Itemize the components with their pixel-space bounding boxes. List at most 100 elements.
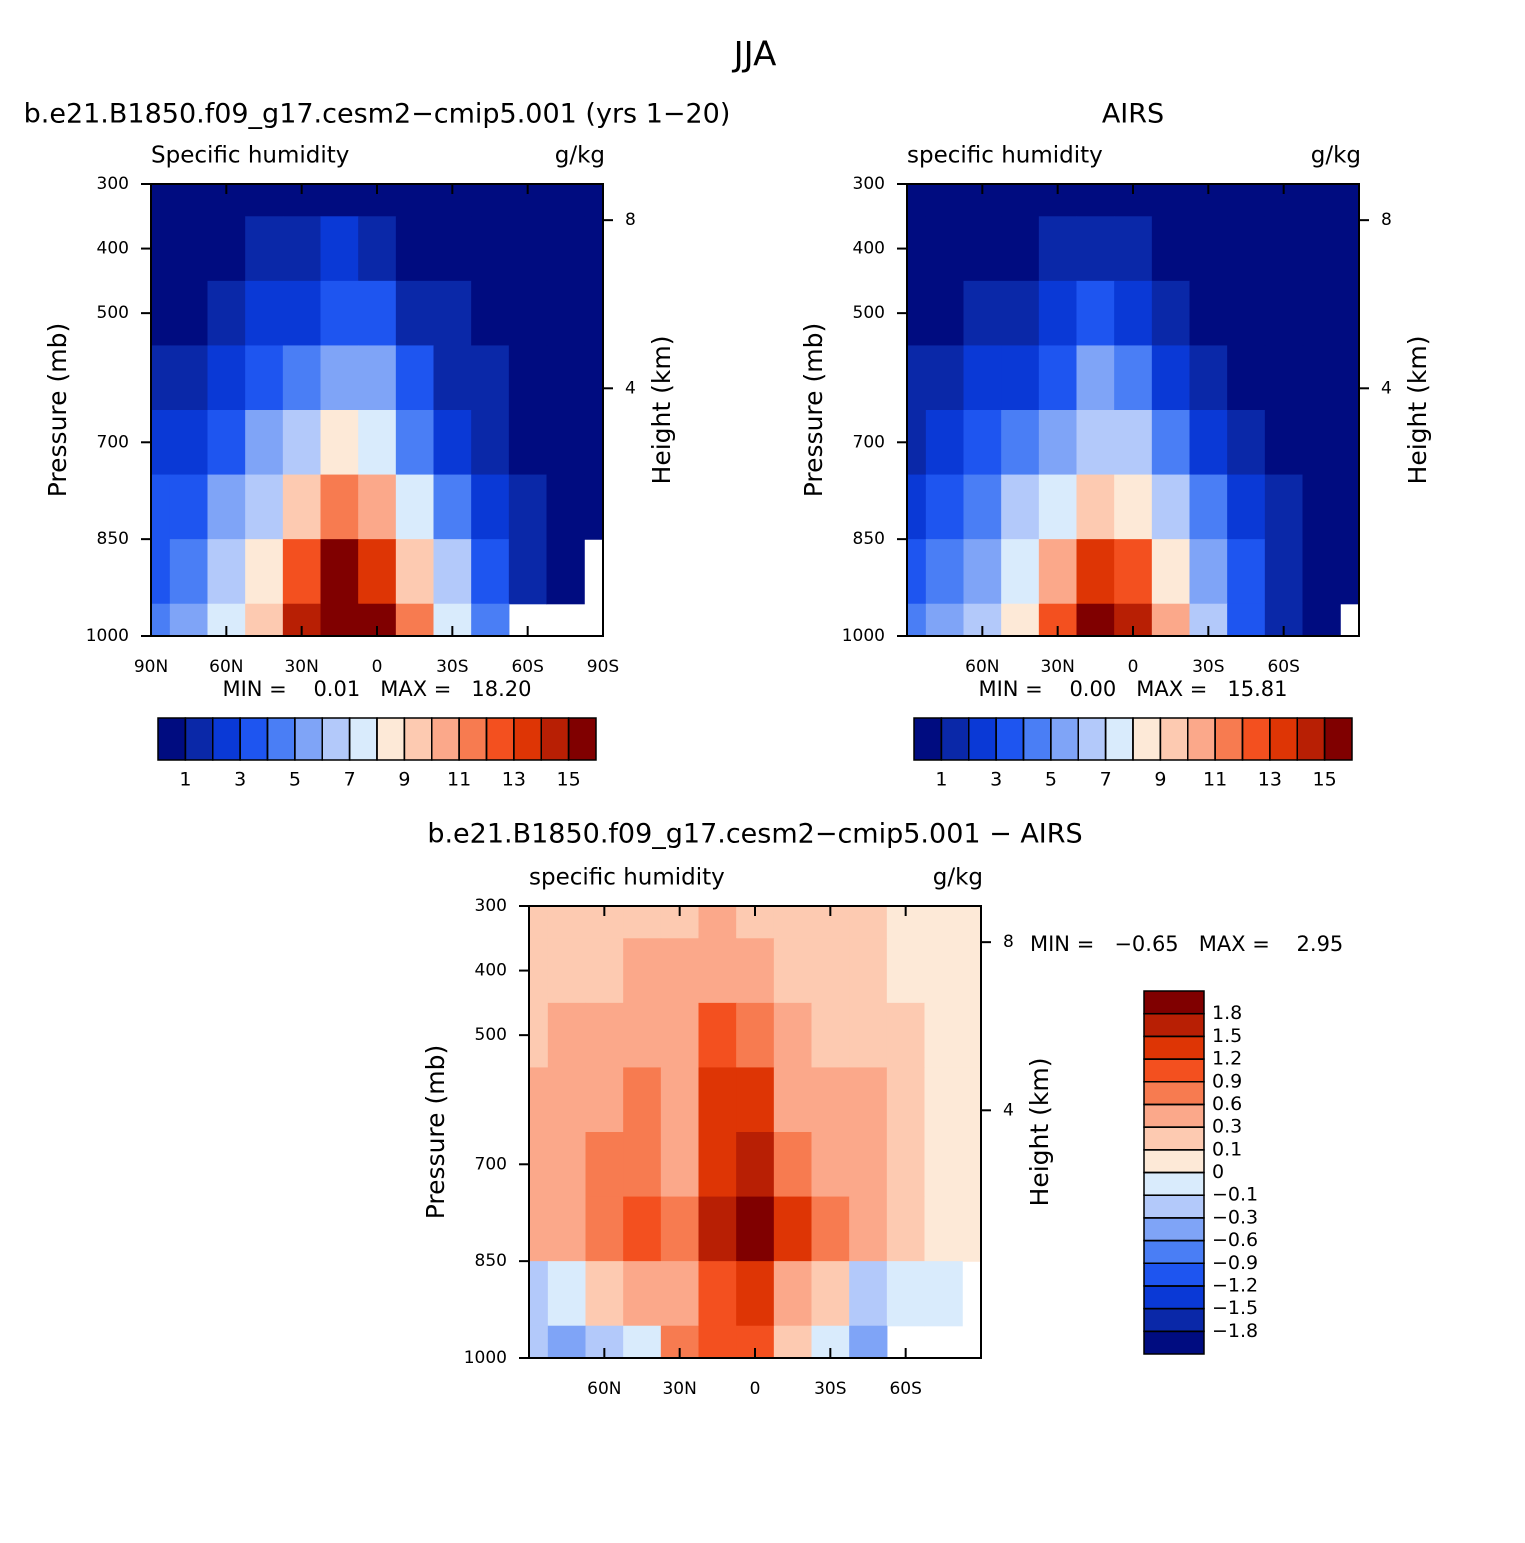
colorbar-label: 1.8 [1212,1002,1242,1024]
colorbar-box [1050,717,1079,761]
contour-cell [529,938,549,1004]
contour-cell [1340,280,1360,347]
colorbar-box [348,717,378,761]
contour-cell [1001,216,1040,282]
contour-cell [584,184,604,217]
y-tick-label: 1000 [464,1348,507,1368]
contour-cell [584,474,604,540]
colorbar-label: 0.9 [1212,1070,1242,1092]
contour-cell [736,1132,775,1198]
colorbar-box [239,717,269,761]
contour-cell [245,474,284,540]
colorbar-box [1143,1307,1205,1333]
contour-cell [395,280,435,347]
contour-cell [1151,184,1191,217]
contour-cell [547,1002,587,1069]
colorbar-box [458,717,488,761]
colorbar-box [968,717,997,761]
colorbar-box [1104,717,1134,761]
x-tick-label: 30S [814,1379,846,1399]
contour-cell [151,474,171,540]
contour-cell [963,410,1002,476]
colorbar-label: 1 [179,769,191,791]
colorbar-box [1241,717,1271,761]
contour-cell [546,410,585,476]
contour-cell [963,345,1002,411]
contour-cell [1189,539,1228,605]
contour-cell [546,280,585,347]
contour-cell [660,1002,700,1069]
contour-cell [963,280,1002,347]
x-tick-label: 0 [750,1379,761,1399]
contour-cell [546,539,585,605]
contour-cell [698,1002,737,1069]
contour-cell [169,184,209,217]
contour-cell [1076,410,1115,476]
contour-cell [245,345,284,411]
contour-cell [433,410,472,476]
contour-cell [886,1002,926,1069]
contour-cell [546,216,585,282]
contour-cell [623,938,662,1004]
colorbar-box [157,717,187,761]
contour-cell [1114,474,1153,540]
contour-cell [1302,603,1341,637]
contour-cell [584,345,604,411]
contour-cell [924,1002,963,1069]
contour-cell [1114,539,1153,605]
contour-cell [907,410,927,476]
colorbar-box [266,717,296,761]
contour-cell [207,216,246,282]
contour-cell [1076,539,1115,605]
contour-cell [1151,603,1191,637]
contour-cell [623,1325,662,1359]
colorbar-label: −1.2 [1212,1274,1258,1296]
colorbar-box [1143,1330,1205,1355]
contour-cell [698,1196,737,1262]
colorbar-box [1022,717,1052,761]
contour-cell [924,1067,963,1133]
contour-cell [1076,184,1115,217]
colorbar-box [913,717,943,761]
y-tick-label: 300 [475,896,507,916]
contour-cell [245,184,284,217]
contour-cell [1076,280,1115,347]
contour-cell [245,410,284,476]
contour-cell [169,216,209,282]
contour-cell [924,1196,963,1262]
y-tick-label: 300 [97,174,129,194]
colorbar-box [1143,1262,1205,1287]
y-axis-label: Pressure (mb) [43,323,72,497]
contour-cell [471,410,510,476]
colorbar-label: 7 [344,769,356,791]
y-axis-label: Pressure (mb) [421,1045,450,1219]
contour-cell [773,906,813,939]
contour-cell [1038,539,1078,605]
contour-cell [471,474,510,540]
x-tick-label: 90N [134,657,168,677]
contour-cell [1264,539,1304,605]
suptitle: JJA [732,35,777,75]
contour-cell [1076,474,1115,540]
contour-cell [151,184,171,217]
contour-cell [623,1261,662,1327]
contour-cell [1302,216,1341,282]
contour-cell [736,1067,775,1133]
contour-cell [962,906,982,939]
contour-cell [907,216,927,282]
x-tick-label: 60N [965,657,999,677]
colorbar-box [1143,1103,1205,1128]
contour-cell [660,1261,700,1327]
contour-cell [1001,539,1040,605]
contour-cell [924,1132,963,1198]
contour-cell [907,539,927,605]
contour-cell [1038,280,1078,347]
contour-cell [529,1067,549,1133]
contour-cell [623,1196,662,1262]
contour-cell [925,539,965,605]
colorbar-label: −0.9 [1212,1252,1258,1274]
y-tick-label: 300 [853,174,885,194]
contour-cell [886,1196,926,1262]
contour-cell [886,938,926,1004]
contour-cell [925,184,965,217]
